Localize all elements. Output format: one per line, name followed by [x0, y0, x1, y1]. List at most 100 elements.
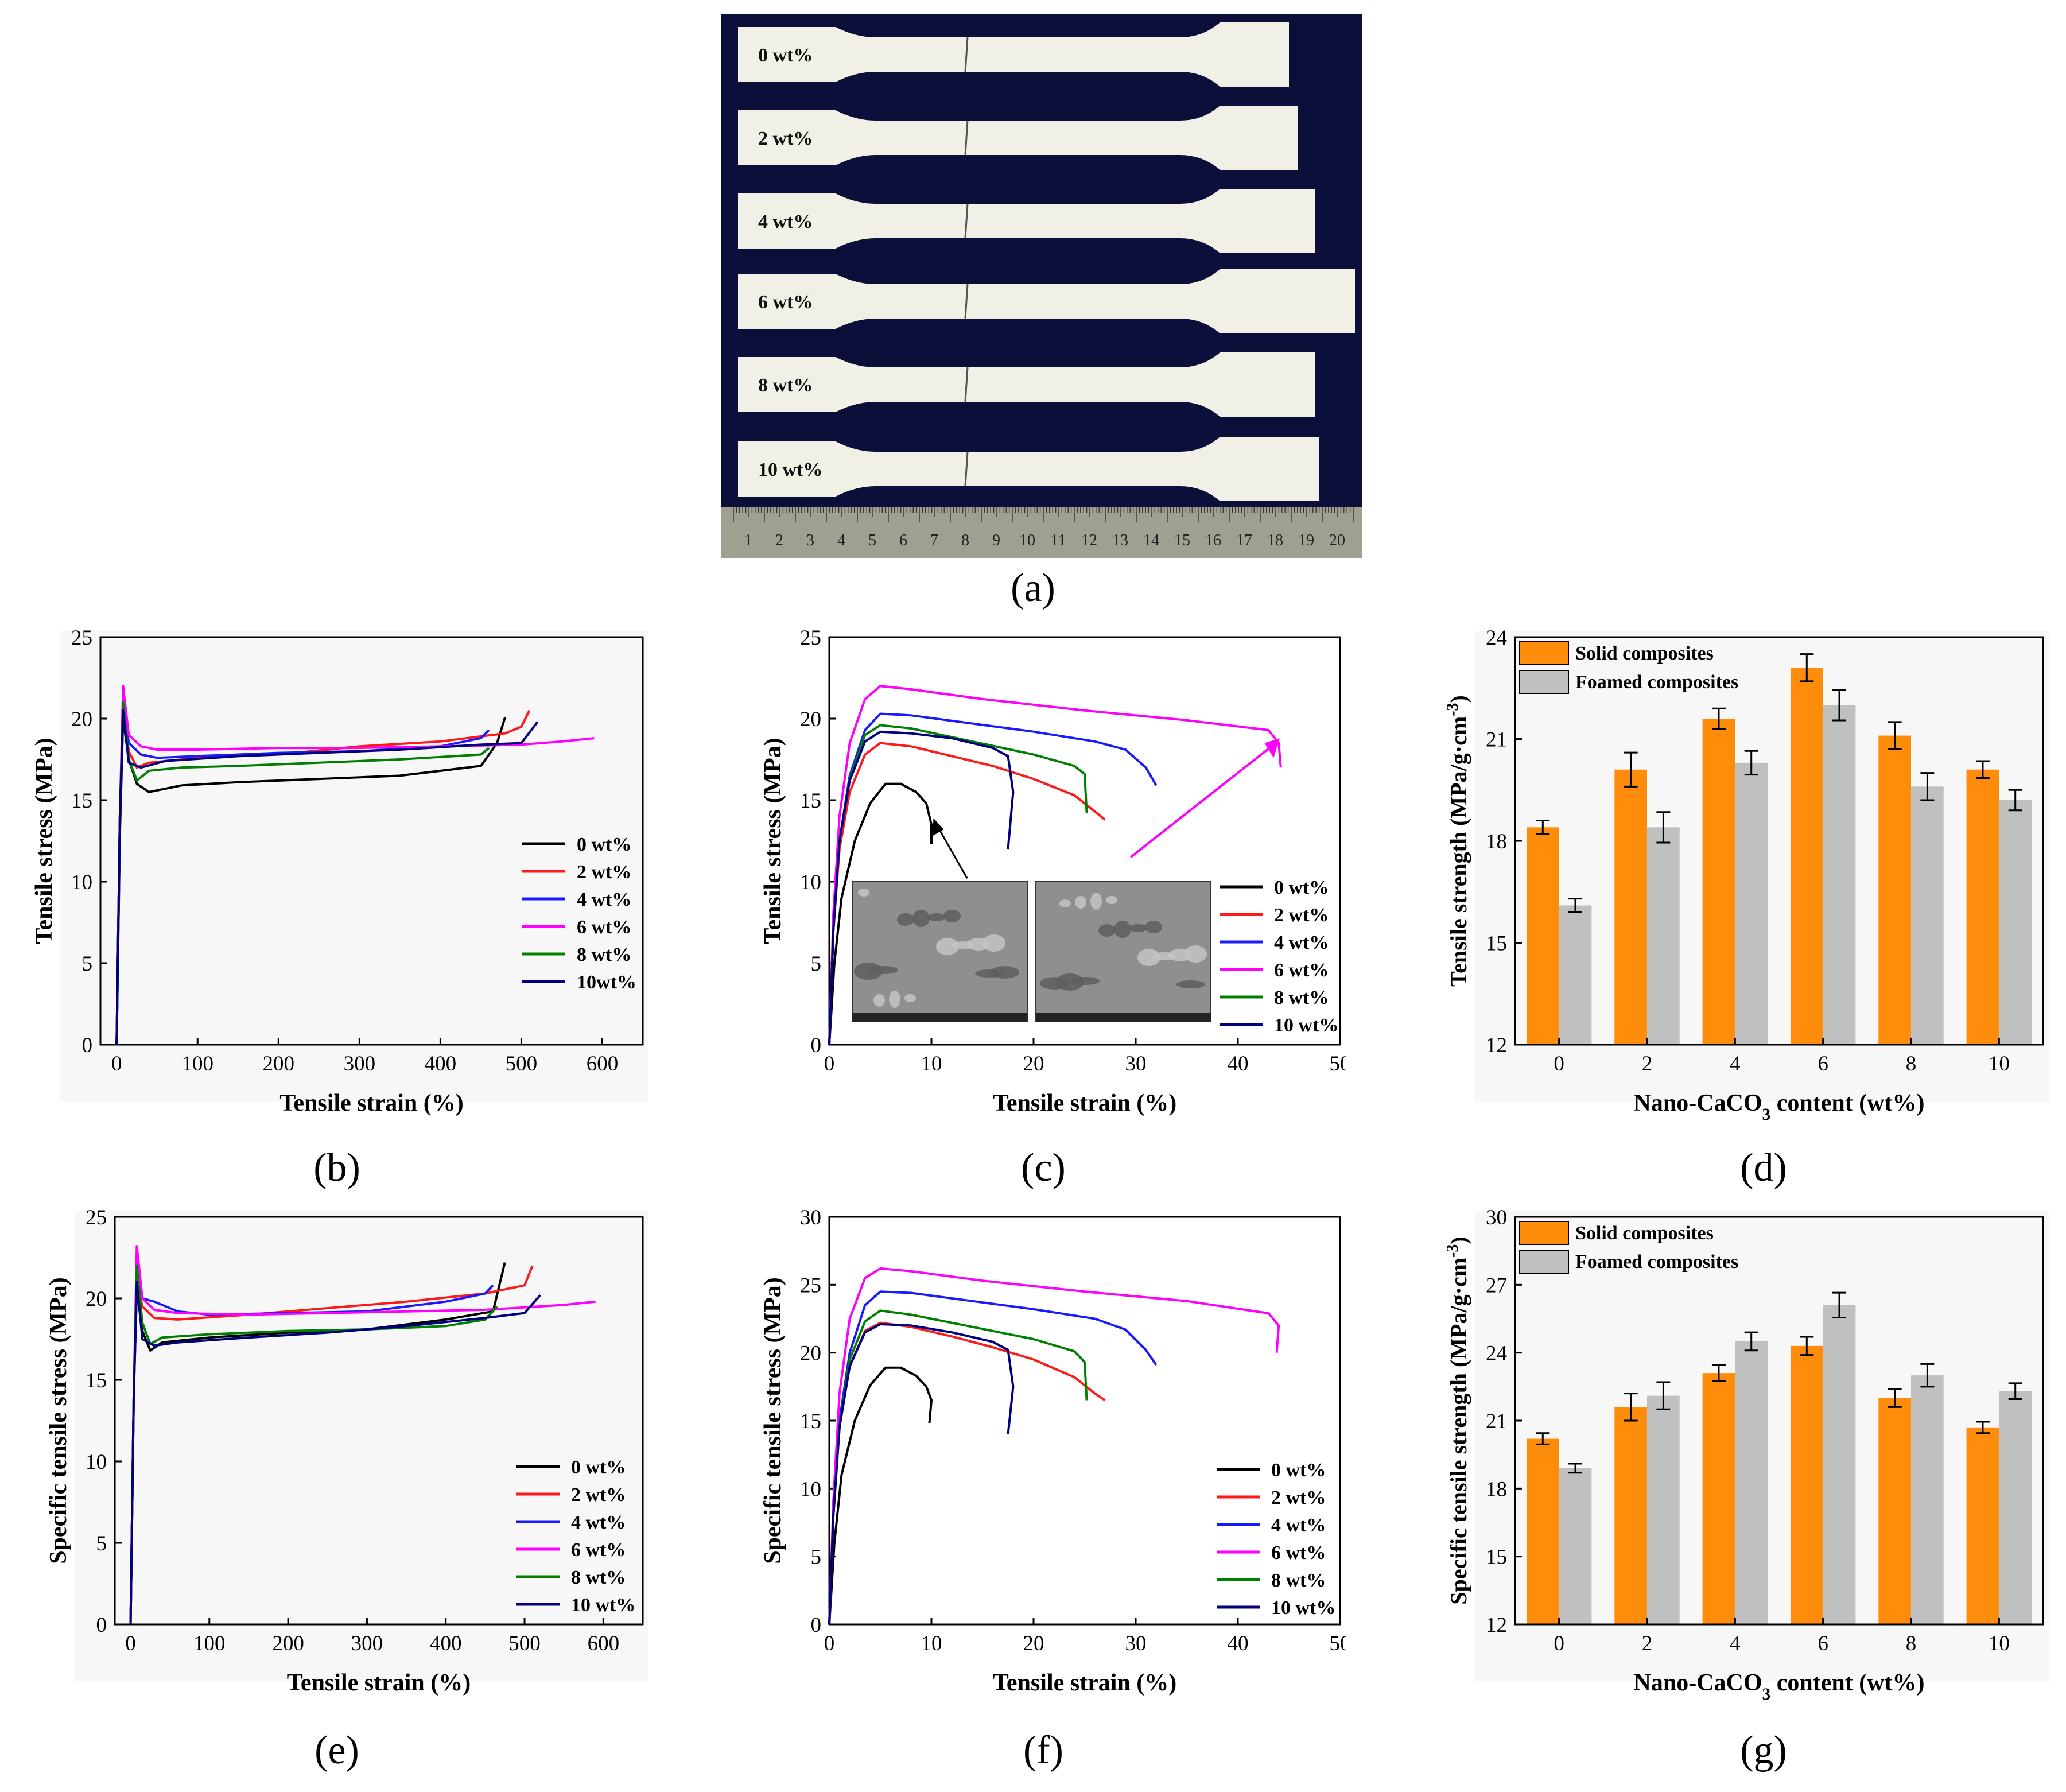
x-tick-label: 600 — [587, 1052, 619, 1076]
legend-label: 10 wt% — [1271, 1597, 1335, 1619]
series-line — [828, 1323, 1015, 1625]
bar — [1966, 769, 1999, 1045]
bar — [1823, 1305, 1856, 1624]
series-line — [828, 782, 933, 1045]
chart-panel-d: 0 2 4 6 8 10 12 15 18 21 24 Nano-CaCO3 content (wt%… — [1418, 629, 2049, 1157]
x-tick-label: 200 — [272, 1632, 304, 1655]
specimen-label: 10 wt% — [758, 459, 822, 480]
ruler-number: 11 — [1051, 532, 1066, 549]
panel-label-f: (f) — [1023, 1728, 1063, 1772]
ruler-number: 3 — [806, 532, 814, 549]
y-tick-label: 18 — [1486, 1477, 1507, 1501]
bar — [1999, 800, 2032, 1045]
sem-texture — [1137, 949, 1160, 966]
y-axis-label: Specific tensile strength (MPa/g·cm-3) — [1444, 1236, 1472, 1604]
bar — [1614, 769, 1647, 1045]
legend-label: 4 wt% — [577, 889, 631, 910]
sem-texture — [928, 913, 945, 921]
y-tick-label: 0 — [811, 1613, 822, 1637]
sem-texture — [889, 991, 900, 1008]
y-tick-label: 25 — [71, 629, 92, 650]
y-tick-label: 25 — [800, 629, 821, 650]
specimen-photo: 0 wt% 2 wt% 4 wt% 6 wt% 8 wt% 10 wt% 1 2 3 4 5 6 7 8 9… — [721, 14, 1362, 558]
legend-label: Solid composites — [1575, 643, 1714, 664]
legend-label: 2 wt% — [1271, 1487, 1326, 1508]
bar — [1790, 668, 1823, 1045]
series-line — [115, 685, 595, 1045]
series-line — [828, 1309, 1088, 1625]
x-tick-label: 500 — [508, 1632, 541, 1655]
y-tick-label: 5 — [82, 952, 93, 976]
panel-label-e: (e) — [314, 1728, 359, 1772]
x-tick-label: 20 — [1023, 1052, 1044, 1076]
bar — [1999, 1391, 2032, 1624]
sem-texture — [904, 994, 916, 1002]
x-tick-label: 200 — [263, 1052, 294, 1076]
sem-texture — [1184, 945, 1207, 963]
plot-background — [60, 631, 648, 1102]
panel-label-c: (c) — [1021, 1146, 1066, 1190]
x-tick-label: 8 — [1906, 1632, 1917, 1655]
specimen-photo-graphic: 0 wt%2 wt%4 wt%6 wt%8 wt%10 wt%1 2 3 4 5 6 7 8 9… — [721, 14, 1362, 558]
y-tick-label: 15 — [800, 789, 821, 813]
x-tick-label: 2 — [1642, 1052, 1653, 1076]
ruler-number: 20 — [1329, 532, 1345, 549]
fracture-mark — [964, 203, 969, 239]
specimen-label: 0 wt% — [758, 45, 813, 66]
series-line — [129, 1281, 542, 1625]
ruler-number: 6 — [899, 532, 907, 549]
ruler-number: 2 — [775, 532, 783, 549]
chart-c: 0 10 20 30 40 50 0 5 10 15 20 25 Tensile strain (%) T… — [760, 629, 1346, 1116]
x-tick-label: 2 — [1642, 1632, 1653, 1655]
sem-texture — [873, 994, 885, 1007]
sem-texture — [1090, 893, 1102, 910]
plot-frame — [114, 1216, 644, 1626]
x-axis-label: Tensile strain (%) — [993, 1090, 1176, 1116]
plot-frame — [99, 636, 644, 1046]
bar — [1702, 719, 1735, 1045]
y-tick-label: 15 — [1486, 932, 1507, 956]
y-tick-label: 21 — [1486, 728, 1507, 752]
x-tick-label: 500 — [506, 1052, 538, 1076]
ruler — [721, 507, 1362, 558]
legend-label: 10wt% — [577, 972, 636, 993]
bar — [1823, 705, 1856, 1045]
sem-texture — [1114, 921, 1131, 938]
sem-texture — [1098, 924, 1116, 937]
sem-scalebar — [1036, 1013, 1211, 1022]
bar — [1647, 1395, 1680, 1624]
sem-scalebar — [852, 1013, 1027, 1022]
y-tick-label: 21 — [1486, 1410, 1507, 1433]
bar — [1878, 1398, 1911, 1624]
plot-frame — [828, 1216, 1341, 1626]
series-line — [828, 1366, 933, 1625]
sem-texture — [858, 889, 869, 897]
y-tick-label: 10 — [800, 871, 821, 894]
y-tick-label: 15 — [71, 789, 92, 813]
y-tick-label: 25 — [800, 1274, 821, 1297]
x-tick-label: 30 — [1125, 1632, 1147, 1655]
fracture-mark — [964, 367, 969, 402]
y-axis-label: Tensile stress (MPa) — [760, 738, 786, 944]
legend-label: Solid composites — [1575, 1223, 1714, 1244]
ruler-number: 7 — [930, 532, 938, 549]
chart-panel-c: 0 10 20 30 40 50 0 5 10 15 20 25 Tensile strain (%) T… — [714, 629, 1346, 1157]
y-tick-label: 5 — [96, 1532, 107, 1556]
x-tick-label: 0 — [1554, 1052, 1564, 1076]
x-tick-label: 50 — [1330, 1052, 1346, 1076]
y-tick-label: 15 — [86, 1369, 107, 1393]
chart-panel-b: 0 100 200 300 400 500 600 0 5 10 15 20 25 Tensile str… — [17, 629, 648, 1157]
plot-frame — [828, 636, 1341, 1046]
specimen-label: 2 wt% — [758, 128, 813, 149]
x-tick-label: 40 — [1228, 1632, 1249, 1655]
ruler-number: 14 — [1143, 532, 1159, 549]
x-tick-label: 4 — [1730, 1632, 1741, 1655]
legend-label: 10 wt% — [1274, 1015, 1338, 1036]
x-axis-label: Tensile strain (%) — [287, 1670, 471, 1696]
x-tick-label: 10 — [1989, 1632, 2010, 1655]
legend-label: 8 wt% — [577, 944, 631, 965]
y-axis-label: Tensile strength (MPa/g·cm-3) — [1444, 695, 1472, 987]
chart-f: 0 10 20 30 40 50 0 5 10 15 20 25 30 Tensile strain (%… — [760, 1208, 1346, 1696]
x-axis-label: Tensile strain (%) — [993, 1670, 1176, 1696]
